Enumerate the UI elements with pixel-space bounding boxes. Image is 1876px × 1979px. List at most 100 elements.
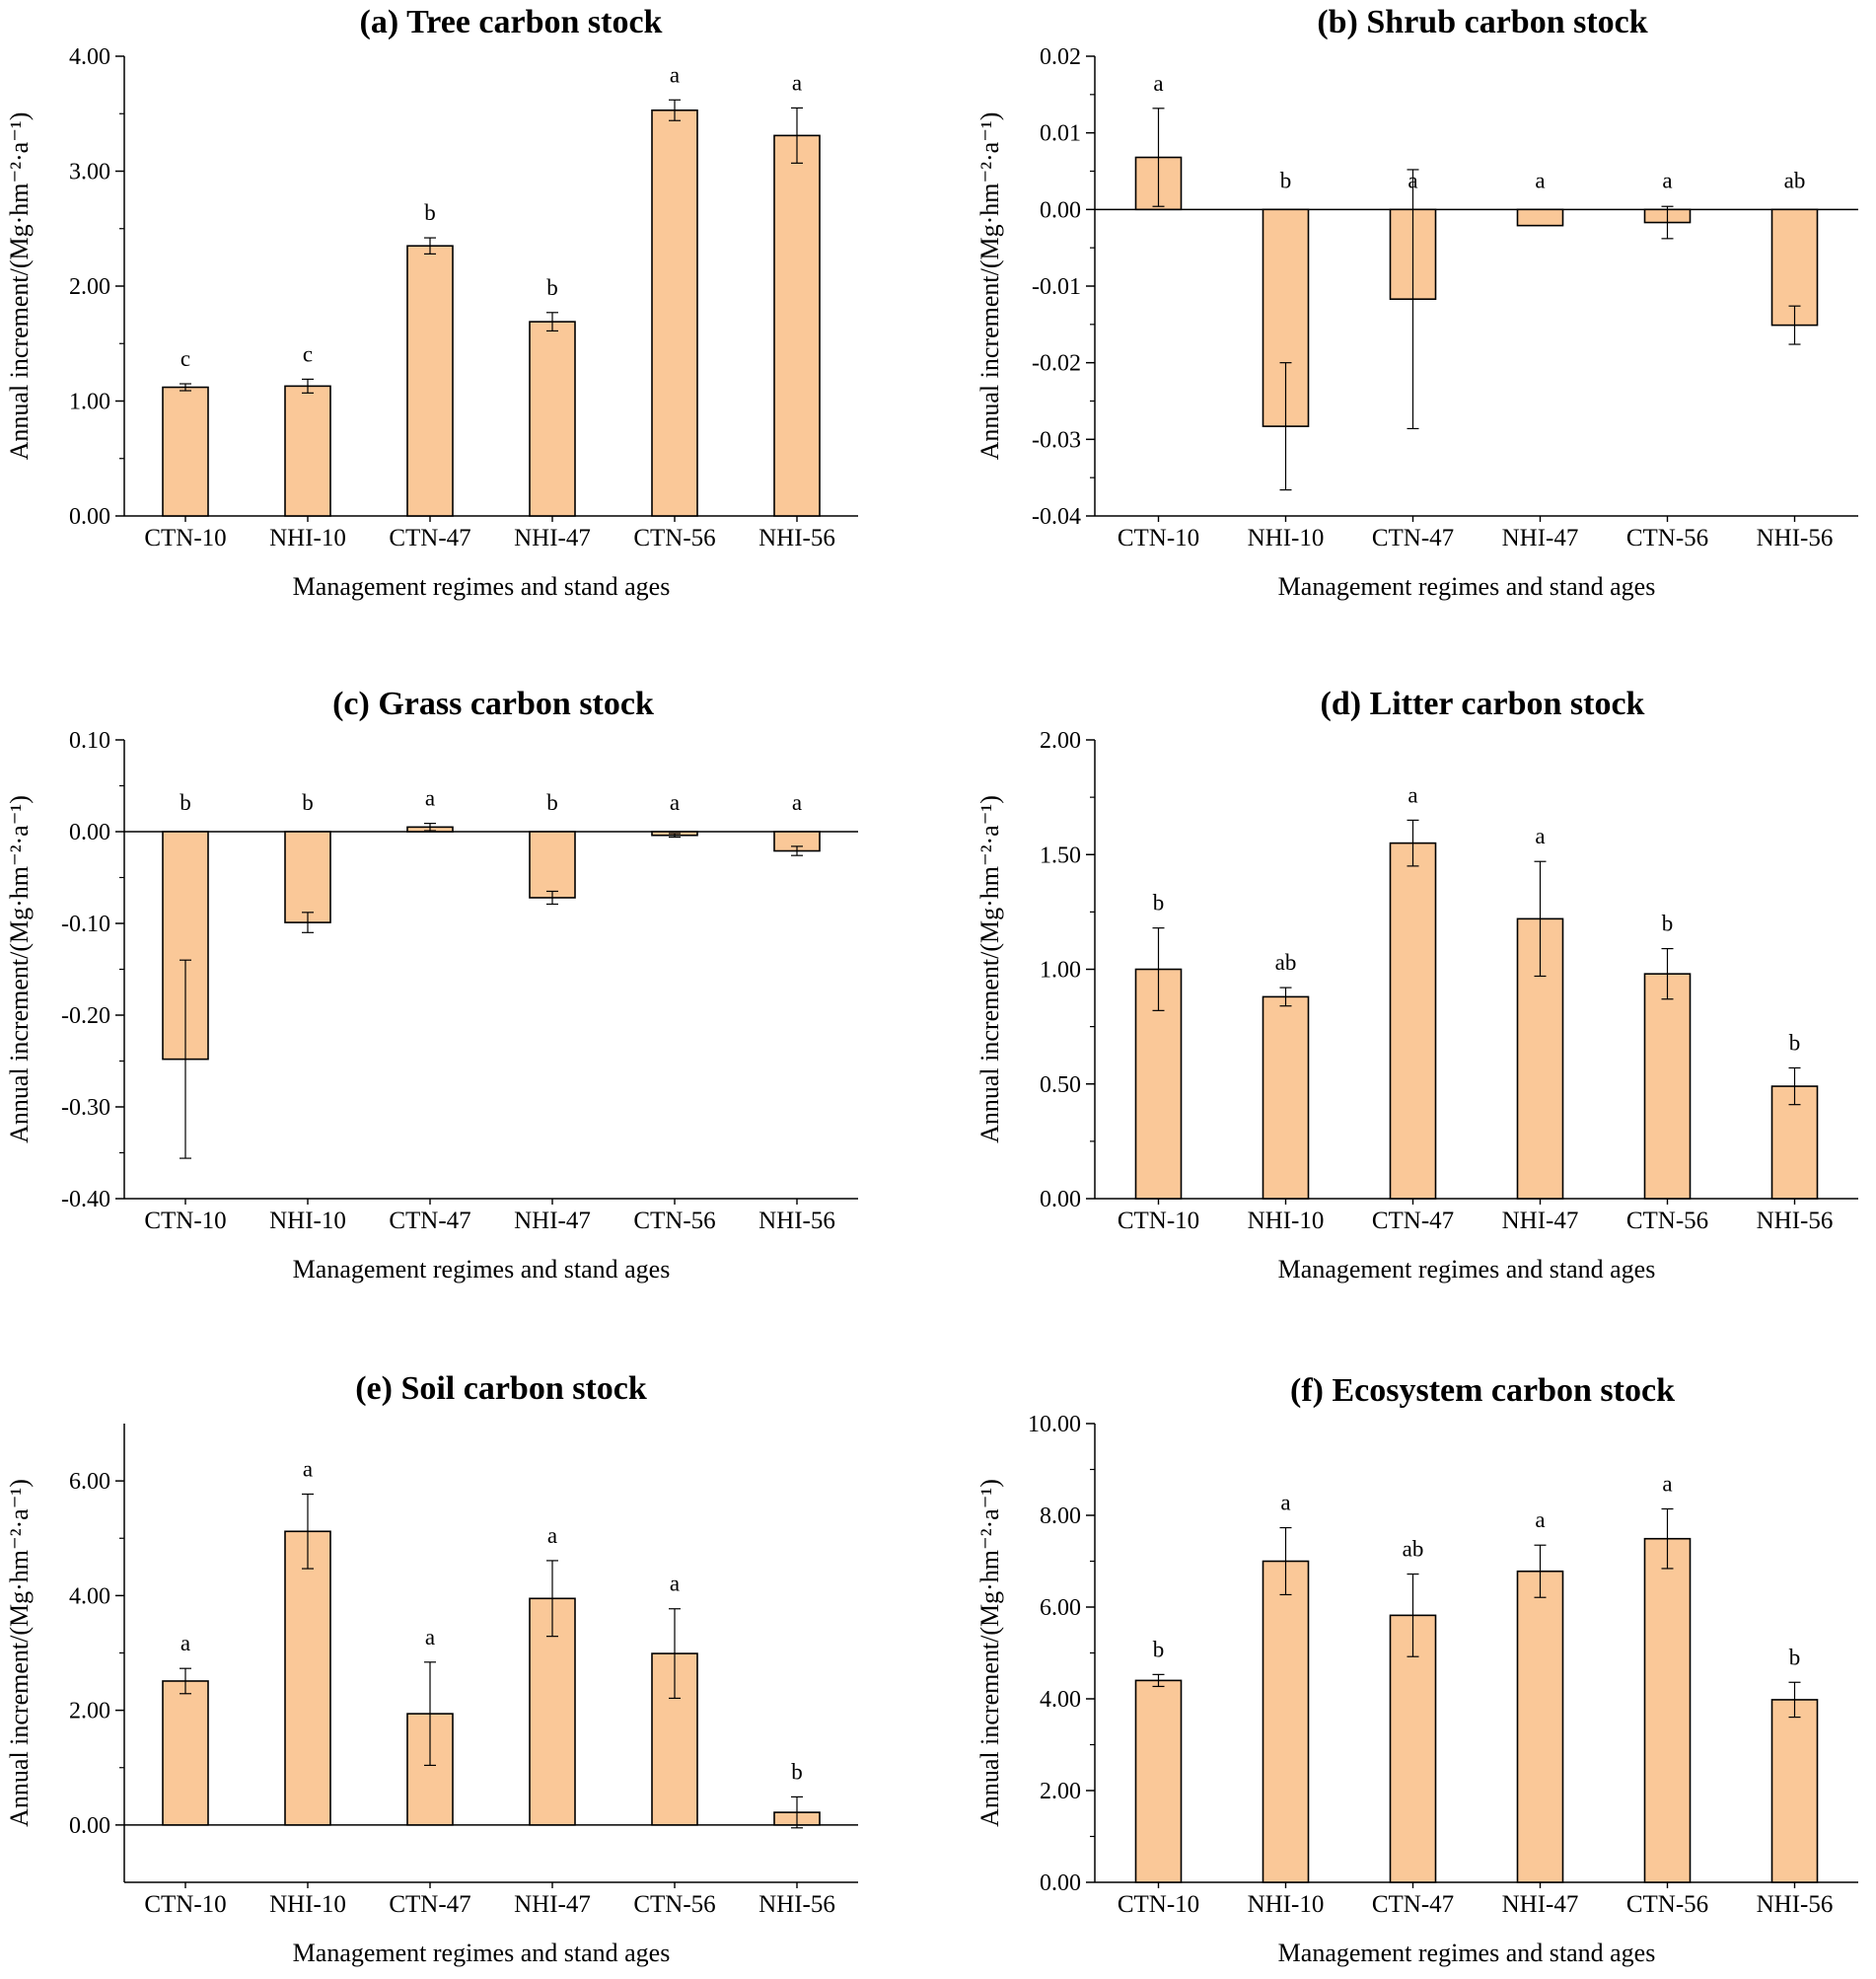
chart-panel-c: (c) Grass carbon stock -0.40 -0.30 -0.20 -0.… <box>5 686 858 1283</box>
y-tick-label: 3.00 <box>69 160 110 185</box>
x-tick-label: NHI-47 <box>1502 525 1579 551</box>
y-tick-label: -0.04 <box>1032 504 1081 530</box>
bar <box>1516 208 1564 227</box>
y-tick-label: -0.10 <box>61 912 110 937</box>
bar <box>1770 1699 1819 1883</box>
chart-title: (a) Tree carbon stock <box>360 4 663 40</box>
x-tick-label: CTN-10 <box>144 1891 226 1918</box>
x-axis-title: Management regimes and stand ages <box>1278 1255 1656 1283</box>
y-tick-label: -0.03 <box>1032 427 1081 453</box>
significance-label: a <box>792 70 802 95</box>
significance-label: a <box>1535 824 1545 848</box>
significance-label: b <box>791 1759 803 1784</box>
x-tick-label: CTN-56 <box>1626 1208 1708 1234</box>
y-tick-label: 0.02 <box>1040 44 1081 70</box>
y-tick-label: 2.00 <box>1040 728 1081 754</box>
x-tick-label: CTN-47 <box>389 1891 470 1918</box>
bar <box>651 109 698 517</box>
bar <box>284 831 331 923</box>
x-tick-label: CTN-10 <box>1118 1208 1199 1234</box>
significance-label: b <box>1662 912 1674 936</box>
y-tick-label: -0.01 <box>1032 274 1081 300</box>
chart-panel-b: (b) Shrub carbon stock -0.04 -0.03 -0.02 -0.… <box>975 4 1858 601</box>
significance-label: ab <box>1275 950 1297 975</box>
x-axis-title: Management regimes and stand ages <box>293 572 671 601</box>
bar <box>1643 973 1692 1200</box>
significance-label: ab <box>1403 1537 1424 1562</box>
y-tick-label: 6.00 <box>1040 1595 1081 1621</box>
y-tick-label: 4.00 <box>1040 1687 1081 1713</box>
significance-label: b <box>546 275 558 300</box>
x-tick-label: CTN-47 <box>389 1208 470 1234</box>
chart-title: (b) Shrub carbon stock <box>1317 4 1647 40</box>
significance-label: a <box>1535 168 1545 192</box>
x-axis-title: Management regimes and stand ages <box>293 1255 671 1283</box>
x-tick-label: NHI-47 <box>1502 1208 1579 1234</box>
chart-title: (f) Ecosystem carbon stock <box>1290 1372 1675 1409</box>
significance-label: c <box>303 341 313 366</box>
bar <box>162 386 209 517</box>
significance-label: a <box>1407 782 1417 807</box>
significance-label: b <box>1280 168 1292 192</box>
bar <box>1643 1537 1692 1883</box>
significance-label: a <box>303 1456 313 1481</box>
x-tick-label: NHI-56 <box>758 1891 835 1918</box>
y-tick-label: 1.00 <box>69 390 110 415</box>
x-tick-label: NHI-56 <box>1757 525 1834 551</box>
y-tick-label: 0.00 <box>69 1813 110 1839</box>
y-axis-title: Annual increment/(Mg·hm⁻²·a⁻¹) <box>975 1479 1004 1827</box>
y-tick-label: 4.00 <box>69 1583 110 1609</box>
y-axis-title: Annual increment/(Mg·hm⁻²·a⁻¹) <box>5 795 34 1143</box>
y-tick-label: 1.00 <box>1040 958 1081 984</box>
significance-label: b <box>1789 1645 1801 1669</box>
y-tick-label: -0.02 <box>1032 351 1081 377</box>
x-tick-label: NHI-10 <box>1248 1891 1325 1918</box>
chart-panel-d: (d) Litter carbon stock 0.00 0.50 1.00 1.50 2… <box>975 686 1858 1283</box>
x-tick-label: NHI-10 <box>269 525 346 551</box>
chart-panel-f: (f) Ecosystem carbon stock 0.00 2.00 4.00 6.… <box>975 1372 1858 1967</box>
y-tick-label: 0.00 <box>69 504 110 530</box>
y-tick-label: 0.01 <box>1040 121 1081 147</box>
significance-label: b <box>424 200 436 225</box>
bar <box>529 831 576 899</box>
x-tick-label: NHI-56 <box>758 525 835 551</box>
x-tick-label: NHI-10 <box>1248 1208 1325 1234</box>
y-axis-title: Annual increment/(Mg·hm⁻²·a⁻¹) <box>975 112 1004 461</box>
chart-title: (c) Grass carbon stock <box>332 686 654 722</box>
x-tick-label: NHI-47 <box>514 1208 591 1234</box>
y-tick-label: -0.30 <box>61 1095 110 1121</box>
y-tick-label: 10.00 <box>1028 1412 1081 1437</box>
x-tick-label: NHI-10 <box>269 1208 346 1234</box>
chart-panel-a: (a) Tree carbon stock 0.00 1.00 2.00 3.00 4.0… <box>5 4 858 601</box>
y-tick-label: -0.20 <box>61 1003 110 1029</box>
x-tick-label: NHI-47 <box>514 1891 591 1918</box>
significance-label: a <box>547 1523 557 1548</box>
significance-label: a <box>1280 1491 1290 1515</box>
bar <box>1134 1679 1183 1883</box>
y-tick-label: 0.00 <box>1040 1187 1081 1212</box>
y-tick-label: 8.00 <box>1040 1503 1081 1529</box>
x-tick-label: CTN-47 <box>389 525 470 551</box>
x-tick-label: CTN-10 <box>144 1208 226 1234</box>
x-axis-title: Management regimes and stand ages <box>1278 1939 1656 1967</box>
bar <box>1516 1570 1564 1883</box>
x-tick-label: CTN-56 <box>633 1891 715 1918</box>
significance-label: a <box>425 786 435 811</box>
y-tick-label: 4.00 <box>69 44 110 70</box>
significance-label: a <box>1535 1507 1545 1532</box>
y-axis-title: Annual increment/(Mg·hm⁻²·a⁻¹) <box>975 795 1004 1143</box>
x-tick-label: NHI-56 <box>758 1208 835 1234</box>
x-tick-label: CTN-56 <box>1626 1891 1708 1918</box>
y-axis-title: Annual increment/(Mg·hm⁻²·a⁻¹) <box>5 112 34 461</box>
y-tick-label: 0.00 <box>1040 197 1081 223</box>
bar <box>284 385 331 517</box>
significance-label: b <box>180 790 191 815</box>
significance-label: a <box>1662 1471 1672 1496</box>
bar <box>1262 995 1310 1200</box>
bar <box>284 1530 331 1826</box>
y-tick-label: 1.50 <box>1040 843 1081 868</box>
chart-panel-e: (e) Soil carbon stock 0.00 2.00 4.00 6.00 a CT… <box>5 1370 858 1967</box>
bar <box>1389 1614 1437 1883</box>
x-tick-label: NHI-56 <box>1757 1891 1834 1918</box>
x-tick-label: CTN-10 <box>144 525 226 551</box>
